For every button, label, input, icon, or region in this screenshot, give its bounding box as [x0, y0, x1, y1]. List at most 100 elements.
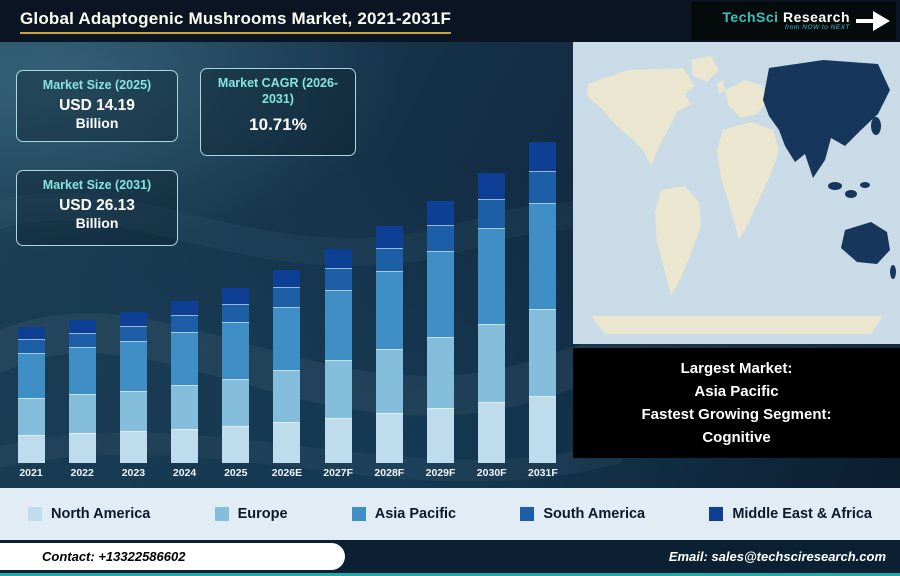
bar-segment-asia-pacific	[529, 202, 557, 309]
bar-segment-asia-pacific	[375, 271, 403, 350]
bar-segment-north-america	[427, 407, 454, 463]
bar-stack	[375, 226, 403, 463]
stat-box-market-size-2031: Market Size (2031) USD 26.13 Billion	[16, 170, 178, 246]
bar-segment-middle-east-africa	[273, 269, 301, 288]
bar-x-label: 2029F	[425, 467, 456, 479]
stat-unit: Billion	[75, 214, 119, 231]
bar-stack	[17, 327, 45, 463]
bar-segment-north-america	[68, 433, 96, 463]
callout-line: Cognitive	[702, 429, 771, 446]
bar-x-label: 2027F	[323, 467, 354, 479]
logo-brand-secondary: Research	[782, 9, 850, 26]
bar-segment-middle-east-africa	[17, 327, 45, 340]
logo-brand-primary: TechSci	[722, 9, 779, 26]
legend-swatch-icon	[351, 507, 366, 521]
bar-segment-asia-pacific	[324, 289, 352, 361]
legend-row: North America Europe Asia Pacific South Ame…	[0, 488, 900, 540]
callout-line: Asia Pacific	[694, 383, 779, 400]
europe-landmass	[725, 80, 767, 118]
logo-text: TechSci Research from NOW to NEXT	[722, 10, 850, 32]
bar-column-2031F: 2031F	[520, 141, 566, 480]
bar-segment-south-america	[478, 198, 506, 228]
legend-label: North America	[51, 506, 151, 522]
legend-swatch-icon	[520, 507, 535, 521]
bar-segment-asia-pacific	[222, 321, 250, 380]
bar-column-2022: 2022	[59, 320, 105, 480]
stat-label: Market CAGR (2026-2031)	[217, 76, 339, 106]
stat-label: Market Size (2025)	[42, 78, 152, 92]
new-zealand-highlighted	[890, 265, 896, 279]
largest-market-callout: Largest Market: Asia Pacific Fastest Gro…	[573, 348, 900, 458]
bar-segment-south-america	[324, 268, 352, 290]
bar-segment-asia-pacific	[17, 352, 45, 398]
bar-column-2024: 2024	[162, 300, 208, 480]
bar-segment-asia-pacific	[273, 306, 301, 371]
bar-segment-north-america	[222, 426, 250, 463]
legend-swatch-icon	[709, 507, 724, 521]
bar-segment-asia-pacific	[427, 250, 454, 338]
bar-x-label: 2026E	[271, 467, 303, 479]
bar-segment-europe	[171, 385, 199, 429]
world-map	[573, 42, 900, 344]
asia-landmass-highlighted	[763, 60, 890, 178]
sea-island-1-highlighted	[828, 182, 842, 190]
callout-line: Largest Market:	[680, 360, 793, 377]
japan-islands-highlighted	[871, 117, 881, 135]
bars-row: 2021 2022 2023 2024 2025 2026E 2027F 2028F 2029F…	[8, 80, 566, 480]
legend-label: Asia Pacific	[374, 506, 457, 522]
uk-landmass	[717, 80, 725, 94]
bar-segment-north-america	[324, 418, 352, 463]
bar-segment-middle-east-africa	[171, 300, 199, 316]
bar-segment-europe	[119, 390, 147, 432]
bar-x-label: 2023	[121, 467, 146, 479]
bar-stack	[222, 288, 250, 463]
legend-label: South America	[543, 506, 646, 522]
bar-segment-middle-east-africa	[529, 141, 557, 171]
bar-segment-south-america	[17, 339, 45, 353]
bar-segment-north-america	[17, 434, 45, 463]
bar-column-2026E: 2026E	[264, 269, 310, 480]
bar-segment-asia-pacific	[68, 347, 96, 395]
logo-tagline: from NOW to NEXT	[784, 23, 850, 31]
antarctica-landmass	[591, 316, 883, 334]
bar-x-label: 2031F	[527, 467, 558, 479]
stat-box-cagr: Market CAGR (2026-2031) 10.71%	[200, 68, 356, 156]
legend-item-north-america: North America	[28, 506, 150, 522]
bar-segment-middle-east-africa	[375, 226, 403, 248]
bar-segment-europe	[68, 394, 96, 433]
bar-stack	[171, 300, 199, 463]
bar-column-2023: 2023	[110, 311, 156, 480]
footer: Contact: +13322586602 Email: sales@techs…	[0, 540, 900, 576]
bar-stack	[119, 311, 147, 463]
bar-column-2029F: 2029F	[418, 200, 464, 480]
bar-segment-north-america	[529, 395, 557, 463]
south-america-landmass	[655, 186, 701, 296]
page-title: Global Adaptogenic Mushrooms Market, 202…	[20, 9, 452, 34]
logo-brand: TechSci Research	[722, 10, 850, 25]
bar-segment-middle-east-africa	[427, 200, 454, 225]
bar-segment-south-america	[68, 333, 96, 348]
main-area: Market Size (2025) USD 14.19 Billion Mar…	[0, 42, 900, 488]
bar-column-2027F: 2027F	[315, 249, 361, 480]
bar-x-label: 2021	[19, 467, 43, 479]
bar-column-2030F: 2030F	[469, 172, 515, 480]
bar-stack	[273, 269, 301, 463]
bar-x-label: 2024	[172, 467, 197, 479]
bar-segment-south-america	[222, 304, 250, 322]
legend-label: Europe	[237, 506, 288, 522]
bar-segment-middle-east-africa	[119, 311, 147, 326]
bar-stack	[324, 249, 352, 463]
bar-segment-south-america	[529, 170, 557, 203]
bar-segment-europe	[529, 308, 557, 396]
africa-landmass	[717, 122, 779, 240]
bar-segment-europe	[324, 360, 352, 419]
bar-stack	[68, 320, 96, 463]
bar-segment-north-america	[273, 422, 301, 463]
arrow-icon	[856, 11, 890, 31]
stat-box-market-size-2025: Market Size (2025) USD 14.19 Billion	[16, 70, 178, 142]
stat-value: USD 14.19	[59, 96, 135, 114]
bar-x-label: 2028F	[374, 467, 405, 479]
legend-label: Middle East & Africa	[732, 506, 872, 522]
bar-column-2028F: 2028F	[366, 226, 412, 480]
